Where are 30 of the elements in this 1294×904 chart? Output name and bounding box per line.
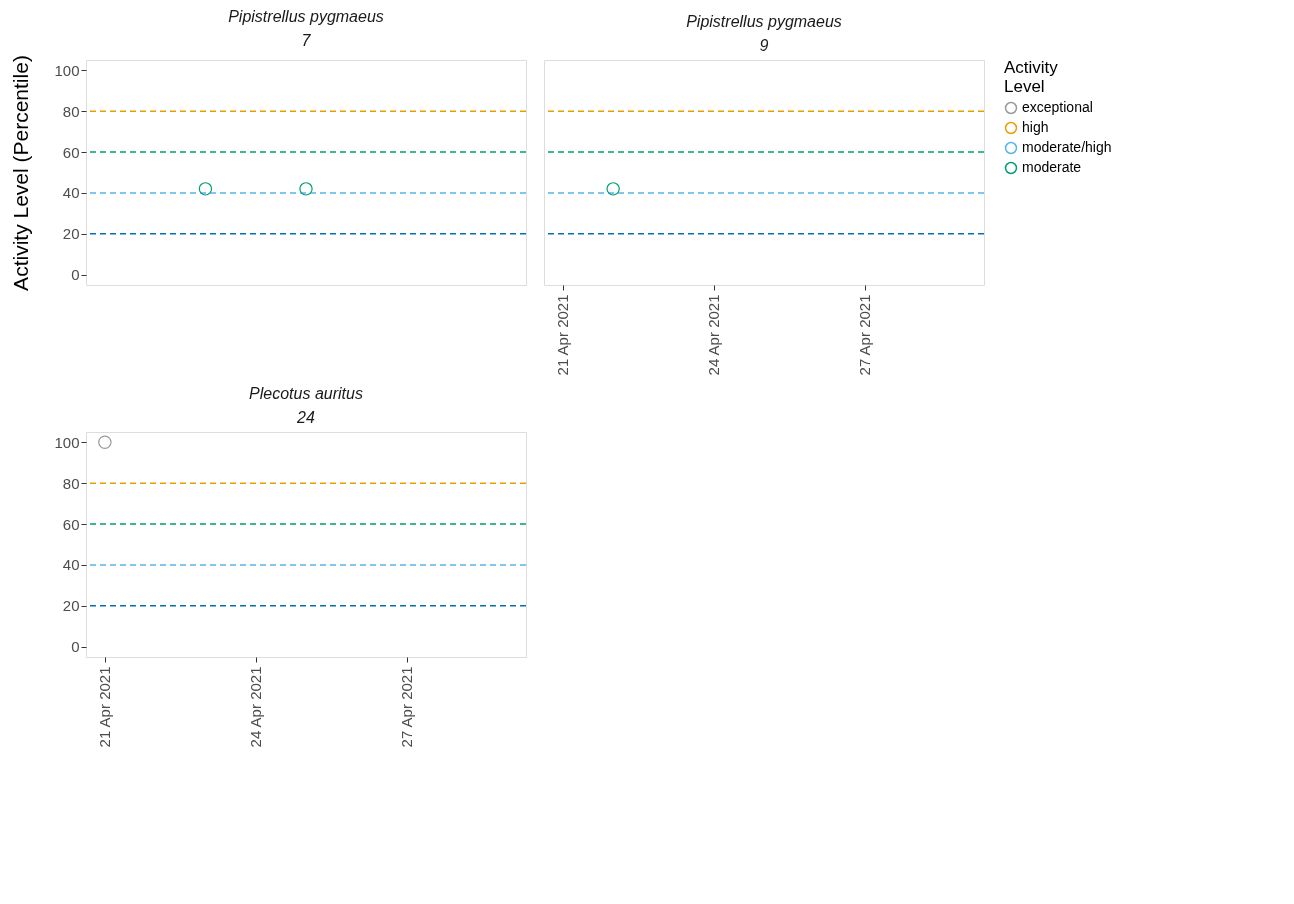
y-tick-label: 40 [62, 184, 80, 202]
chart-subtitle: 9 [759, 37, 769, 54]
y-tick-label: 40 [62, 556, 80, 574]
y-tick-label: 80 [62, 102, 80, 120]
y-tick-label: 100 [54, 61, 80, 79]
chart-title: Pipistrellus pygmaeus [686, 13, 842, 30]
chart-subtitle: 7 [301, 31, 312, 49]
legend-title: Activity Level [1004, 58, 1059, 96]
x-tick-label: 27 Apr 2021 [398, 666, 416, 748]
x-tick-label: 24 Apr 2021 [705, 294, 723, 376]
legend-label: moderate [1022, 159, 1082, 175]
y-tick-label: 100 [54, 433, 80, 451]
chart-title: Pipistrellus pygmaeus [228, 7, 384, 25]
chart-subtitle: 24 [296, 409, 315, 426]
y-tick-label: 60 [62, 515, 80, 533]
legend-label: exceptional [1022, 99, 1093, 115]
legend-label: moderate/high [1022, 139, 1112, 155]
x-tick-label: 24 Apr 2021 [247, 666, 265, 748]
y-tick-label: 0 [71, 638, 80, 656]
chart-title: Plecotus auritus [249, 385, 363, 402]
y-tick-label: 20 [62, 225, 80, 243]
y-tick-label: 0 [71, 266, 80, 284]
y-tick-label: 60 [62, 143, 80, 161]
x-tick-label: 21 Apr 2021 [554, 294, 572, 376]
legend-label: high [1022, 119, 1049, 135]
x-tick-label: 21 Apr 2021 [96, 666, 114, 748]
y-tick-label: 20 [62, 597, 80, 615]
y-tick-label: 80 [62, 474, 80, 492]
y-axis-title: Activity Level (Percentile) [9, 55, 33, 291]
x-tick-label: 27 Apr 2021 [856, 294, 874, 376]
